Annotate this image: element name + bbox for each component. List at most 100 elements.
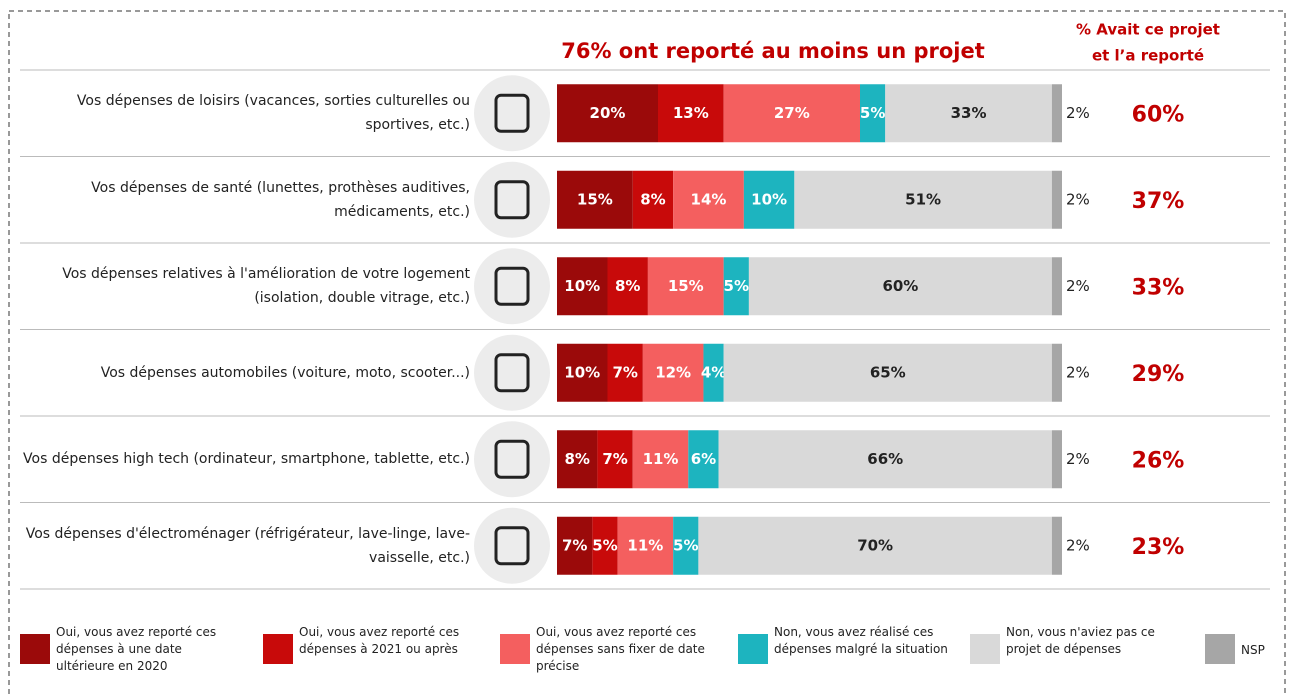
bar-segment <box>1051 257 1062 316</box>
frame <box>8 10 1286 694</box>
bar-segment <box>557 170 633 229</box>
bar-segment <box>794 170 1052 229</box>
bar-segment <box>607 343 643 402</box>
side-value: 26% <box>1132 448 1185 473</box>
side-value: 23% <box>1132 535 1185 560</box>
value-label: 33% <box>951 104 987 122</box>
side-header: % Avait ce projet <box>1076 21 1220 39</box>
icon <box>494 353 530 393</box>
bar-segment <box>1051 84 1062 143</box>
bar-segment <box>647 257 724 316</box>
bar-segment <box>632 430 689 489</box>
bar-segment <box>860 84 886 143</box>
category-label: Vos dépenses d'électroménager (réfrigéra… <box>25 525 470 566</box>
bar-segment <box>592 516 618 575</box>
bar-segment <box>557 84 658 143</box>
value-label: 10% <box>751 190 787 208</box>
icon <box>494 526 530 566</box>
category-label: Vos dépenses automobiles (voiture, moto,… <box>100 364 470 381</box>
legend-swatch <box>1205 634 1235 664</box>
chart-title: 76% ont reporté au moins un projet <box>561 39 985 63</box>
side-header: et l’a reporté <box>1092 47 1204 65</box>
category-label: Vos dépenses de santé (lunettes, prothès… <box>91 179 470 220</box>
value-label: 11% <box>627 536 663 554</box>
legend-swatch <box>20 634 50 664</box>
legend-label: Oui, vous avez reporté ces dépenses sans… <box>536 625 705 673</box>
value-label: 8% <box>640 190 665 208</box>
value-label: 70% <box>857 536 893 554</box>
value-label: 2% <box>1066 190 1090 208</box>
bar-segment <box>688 430 719 489</box>
side-value: 29% <box>1132 362 1185 387</box>
legend-swatch <box>738 634 768 664</box>
value-label: 5% <box>724 277 749 295</box>
bar-segment <box>557 343 608 402</box>
icon-bg <box>474 75 550 152</box>
icon-bg <box>474 507 550 584</box>
value-label: 5% <box>592 536 617 554</box>
legend-swatch <box>970 634 1000 664</box>
value-label: 66% <box>867 450 903 468</box>
bar-segment <box>557 257 608 316</box>
value-label: 15% <box>577 190 613 208</box>
icon-bg <box>474 334 550 411</box>
value-label: 2% <box>1066 363 1090 381</box>
value-label: 5% <box>673 536 698 554</box>
value-label: 2% <box>1066 536 1090 554</box>
legend-label: Non, vous n'aviez pas ce projet de dépen… <box>1006 625 1155 656</box>
bar-segment <box>1051 170 1062 229</box>
bar-segment <box>1051 430 1062 489</box>
bar-segment <box>557 430 598 489</box>
value-label: 4% <box>701 363 726 381</box>
value-label: 20% <box>590 104 626 122</box>
icon <box>494 439 530 479</box>
bar-segment <box>673 516 699 575</box>
value-label: 15% <box>668 277 704 295</box>
icon-bg <box>474 248 550 325</box>
category-label: Vos dépenses relatives à l'amélioration … <box>62 266 470 307</box>
bar-segment <box>607 257 648 316</box>
bar-segment <box>723 257 749 316</box>
category-label: Vos dépenses de loisirs (vacances, sorti… <box>76 93 470 134</box>
side-value: 60% <box>1132 102 1185 127</box>
legend-label: Oui, vous avez reporté ces dépenses à 20… <box>299 625 460 656</box>
bar-segment <box>723 84 860 143</box>
bar-segment <box>1051 343 1062 402</box>
bar-segment <box>557 516 593 575</box>
side-value: 33% <box>1132 275 1185 300</box>
value-label: 65% <box>870 363 906 381</box>
icon-bg <box>474 161 550 238</box>
bar-segment <box>617 516 674 575</box>
icon <box>494 93 530 133</box>
value-label: 51% <box>905 190 941 208</box>
bar-segment <box>748 257 1052 316</box>
bar-segment <box>703 343 724 402</box>
value-label: 7% <box>612 363 637 381</box>
value-label: 12% <box>655 363 691 381</box>
value-label: 27% <box>774 104 810 122</box>
value-label: 60% <box>882 277 918 295</box>
bar-segment <box>885 84 1052 143</box>
value-label: 14% <box>691 190 727 208</box>
bar-segment <box>642 343 704 402</box>
value-label: 13% <box>673 104 709 122</box>
bar-segment <box>743 170 795 229</box>
bar-segment <box>698 516 1052 575</box>
value-label: 2% <box>1066 277 1090 295</box>
legend-swatch <box>263 634 293 664</box>
value-label: 7% <box>562 536 587 554</box>
bar-segment <box>632 170 674 229</box>
value-label: 7% <box>602 450 627 468</box>
legend-label: NSP <box>1241 643 1265 657</box>
bar-segment <box>658 84 724 143</box>
value-label: 6% <box>691 450 716 468</box>
icon-bg <box>474 421 550 498</box>
side-value: 37% <box>1132 189 1185 214</box>
value-label: 2% <box>1066 450 1090 468</box>
value-label: 10% <box>564 363 600 381</box>
legend-swatch <box>500 634 530 664</box>
icon <box>494 266 530 306</box>
value-label: 5% <box>860 104 885 122</box>
legend-label: Non, vous avez réalisé ces dépenses malg… <box>774 625 948 656</box>
